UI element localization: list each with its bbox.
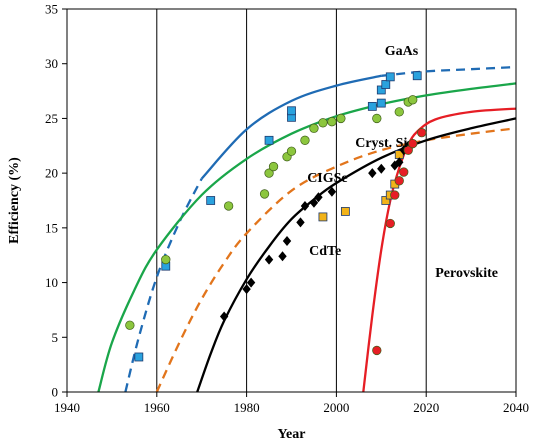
- series-label-cigse: CIGSe: [307, 171, 347, 186]
- cryst-si-data-point: [372, 113, 382, 124]
- perovskite-data-point: [372, 345, 382, 356]
- cryst-si-data-point: [336, 113, 346, 124]
- perovskite-data-point: [403, 145, 413, 155]
- cdte-data-point: [300, 200, 310, 211]
- cryst-si-data-point: [394, 107, 404, 117]
- gaas-data-point: [134, 352, 144, 362]
- gaas-data-point: [264, 135, 274, 145]
- cigse-data-point: [318, 212, 328, 222]
- gaas-data-point: [206, 196, 216, 205]
- cdte-data-point: [246, 277, 256, 288]
- cryst-si-data-point: [161, 254, 171, 265]
- cryst-si-data-point: [268, 161, 279, 172]
- cigse-data-point: [340, 207, 350, 216]
- cdte-data-point: [264, 254, 274, 265]
- cdte-data-point: [309, 197, 319, 208]
- x-tick-label: 1980: [234, 400, 260, 415]
- cryst-si-data-point: [264, 168, 274, 178]
- perovskite-fit-curve: [362, 107, 517, 393]
- gaas-data-point: [381, 80, 391, 89]
- cdte-data-point: [368, 168, 377, 179]
- data-points: [125, 71, 427, 362]
- cigse-fit-curve: [155, 127, 517, 393]
- gaas-data-point: [385, 72, 395, 82]
- series-label-cryst-si: Cryst. Si: [355, 136, 407, 151]
- gaas-fit-curve: [200, 74, 382, 180]
- cryst-si-data-point: [286, 146, 297, 156]
- cdte-data-point: [314, 192, 323, 203]
- series-labels: GaAs Cryst. Si CIGSe CdTe Perovskite: [307, 44, 498, 281]
- cdte-data-point: [395, 157, 404, 168]
- perovskite-data-point: [390, 190, 400, 200]
- perovskite-data-point: [385, 218, 395, 229]
- cdte-data-point: [327, 186, 337, 197]
- x-tick-label: 2040: [503, 400, 529, 415]
- perovskite-data-point: [408, 138, 418, 149]
- x-tick-label: 1960: [144, 400, 170, 415]
- cdte-data-point: [377, 163, 386, 174]
- cigse-data-point: [381, 196, 391, 205]
- cdte-fit-curve: [196, 117, 517, 393]
- y-tick-label: 20: [45, 166, 58, 181]
- series-label-perovskite: Perovskite: [435, 266, 498, 281]
- cryst-si-data-point: [408, 95, 418, 105]
- y-tick-label: 25: [45, 111, 58, 126]
- fit-curves: [97, 65, 517, 393]
- cryst-si-data-point: [125, 320, 135, 330]
- gaas-data-point: [376, 98, 386, 108]
- y-axis-title: Efficiency (%): [7, 157, 22, 244]
- cdte-data-point: [242, 284, 251, 295]
- gaas-fit-curve-projection: [381, 65, 517, 77]
- perovskite-data-point: [399, 167, 409, 177]
- x-tick-label: 2000: [323, 400, 349, 415]
- y-tick-label: 15: [45, 220, 58, 235]
- gaas-data-point: [412, 71, 422, 81]
- cdte-data-point: [219, 311, 229, 322]
- cryst-si-fit-curve: [97, 82, 517, 393]
- y-tick-label: 35: [45, 2, 58, 17]
- axis-ticks: 1940 1960 1980 2000 2020 2040 0 5 10 15 20 25 30 35: [45, 2, 529, 416]
- cdte-data-point: [282, 235, 292, 246]
- cryst-si-data-point: [223, 201, 234, 211]
- series-label-gaas: GaAs: [385, 44, 419, 59]
- x-tick-label: 2020: [413, 400, 439, 415]
- series-label-cdte: CdTe: [309, 244, 341, 259]
- cdte-data-point: [296, 217, 305, 228]
- gaas-data-point: [367, 101, 377, 111]
- y-tick-label: 0: [52, 385, 59, 400]
- gaas-fit-curve-dashed: [124, 178, 203, 393]
- cryst-si-data-point: [259, 189, 270, 199]
- cryst-si-data-point: [300, 135, 310, 145]
- x-tick-label: 1940: [54, 400, 80, 415]
- x-axis-title: Year: [278, 427, 306, 442]
- y-tick-label: 10: [45, 275, 58, 290]
- cryst-si-data-point: [318, 118, 328, 128]
- plot-frame: [66, 8, 517, 393]
- perovskite-data-point: [394, 176, 404, 186]
- gaas-data-point: [287, 106, 296, 116]
- gaas-data-point: [376, 85, 386, 95]
- cdte-data-point: [278, 251, 287, 262]
- cryst-si-data-point: [309, 123, 319, 133]
- cryst-si-data-point: [327, 117, 337, 127]
- y-tick-label: 30: [45, 56, 58, 71]
- perovskite-data-point: [417, 128, 427, 138]
- grid-lines: [156, 9, 427, 392]
- y-tick-label: 5: [52, 330, 59, 345]
